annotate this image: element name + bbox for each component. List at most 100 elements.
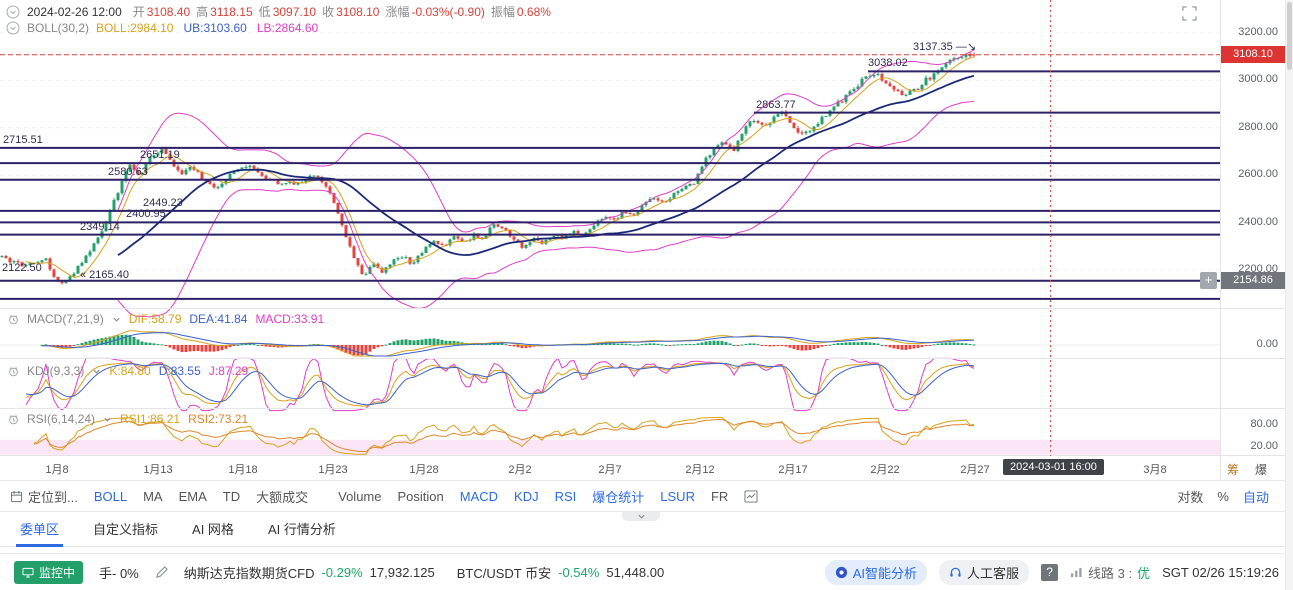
toolbar-item-volume[interactable]: Volume: [338, 489, 381, 504]
macd-params: MACD(7,21,9): [27, 312, 104, 326]
alert-icon: [8, 414, 19, 425]
toolbar-item-boll[interactable]: BOLL: [94, 489, 127, 504]
x-axis-label: 2月17: [778, 464, 808, 476]
ohlc-field-value: 0.68%: [516, 4, 551, 19]
kdj-value: K:84.80: [109, 364, 151, 378]
toolbar-right-%[interactable]: %: [1217, 488, 1229, 504]
toolbar-item-lsur[interactable]: LSUR: [660, 489, 695, 504]
price-axis-label: 2800.00: [1238, 120, 1278, 133]
x-axis-label: 1月8: [45, 464, 69, 476]
toolbar-item-ma[interactable]: MA: [143, 489, 163, 504]
tab-委单区[interactable]: 委单区: [16, 513, 64, 547]
toolbar-item-fr[interactable]: FR: [711, 489, 728, 504]
chart-canvas[interactable]: [0, 0, 1293, 480]
toolbar-item-rsi[interactable]: RSI: [555, 489, 577, 504]
boll-header[interactable]: BOLL(30,2) BOLL:2984.10 UB:3103.60 LB:2864…: [6, 21, 318, 35]
active-tab-underline: [16, 543, 64, 547]
macd-header[interactable]: MACD(7,21,9) DIF:58.79 DEA:41.84 MACD:33.91: [8, 312, 324, 326]
main-chart-area[interactable]: MACD(7,21,9) DIF:58.79 DEA:41.84 MACD:33.91…: [0, 0, 1293, 480]
price-axis-label: 2200.00: [1238, 263, 1278, 275]
toolbar-item-label: MA: [143, 488, 163, 504]
alert-icon: [8, 366, 19, 377]
status-bar: 监控中 手- 0% 纳斯达克指数期货CFD -0.29% 17,932.125 BTC…: [0, 553, 1293, 590]
axis-side-button[interactable]: 爆: [1255, 463, 1268, 477]
quote-change: -0.29%: [321, 564, 363, 580]
kdj-value: J:87.29: [208, 364, 249, 378]
level-price-label: 2449.23: [143, 196, 183, 209]
lot-percent: 手- 0%: [99, 565, 139, 581]
tab-label: 委单区: [20, 521, 60, 537]
toolbar-item-label: EMA: [178, 488, 207, 504]
toolbar-item-position[interactable]: Position: [398, 489, 444, 504]
fullscreen-icon[interactable]: [1182, 6, 1197, 21]
scrollbar-thumb[interactable]: [1287, 2, 1292, 70]
edit-icon[interactable]: [155, 565, 168, 579]
level-price-label: 2651.19: [140, 149, 180, 162]
monitoring-badge[interactable]: 监控中: [14, 560, 84, 584]
line-label: 线路 3 :: [1088, 565, 1133, 581]
toolbar-item-kdj[interactable]: KDJ: [514, 489, 539, 504]
toolbar-item-label: 定位到...: [28, 489, 78, 505]
quote-name[interactable]: 纳斯达克指数期货CFD: [183, 565, 315, 581]
candle-datetime: 2024-02-26 12:00: [27, 4, 122, 19]
ohlc-field-label: 高: [196, 5, 209, 19]
toolbar-item-ema[interactable]: EMA: [179, 489, 207, 504]
x-axis-label: 2月12: [685, 464, 715, 476]
alert-icon: [8, 314, 19, 325]
ohlc-field-value: 3108.10: [336, 4, 380, 19]
toolbar-item-label: 大额成交: [256, 489, 309, 505]
ai-analysis-button[interactable]: AI智能分析: [824, 559, 928, 585]
boll-collapse-icon[interactable]: [6, 21, 20, 35]
ohlc-collapse-icon[interactable]: [6, 5, 20, 19]
x-axis-label: 1月18: [228, 464, 258, 476]
toolbar-item-爆仓统计[interactable]: 爆仓统计: [592, 487, 644, 506]
price-annotation: « 2165.40: [80, 269, 129, 281]
toolbar-item-macd[interactable]: MACD: [460, 489, 498, 504]
toolbar-item-label: Position: [397, 488, 444, 504]
toolbar-item-label: 爆仓统计: [592, 489, 645, 505]
toolbar-item-label: LSUR: [660, 488, 695, 504]
tab-AI-网格[interactable]: AI 网格: [192, 513, 234, 547]
toolbar-item-label: FR: [710, 488, 729, 504]
kdj-header[interactable]: KDJ(9,3,3) K:84.80 D:83.55 J:87.29: [8, 364, 248, 378]
toolbar-item-td[interactable]: TD: [223, 489, 240, 504]
chevron-down-icon: [637, 512, 646, 521]
kdj-value: D:83.55: [158, 364, 201, 378]
rsi-params: RSI(6,14,24): [27, 412, 96, 426]
crosshair-tooltip: 2024-03-01 16:00: [1003, 459, 1104, 475]
tab-自定义指标[interactable]: 自定义指标: [93, 513, 158, 547]
add-alert-button[interactable]: +: [1200, 272, 1217, 290]
alert-price-badge: 2154.86: [1221, 272, 1285, 290]
tab-AI-行情分析[interactable]: AI 行情分析: [268, 513, 336, 547]
panel-collapse-handle[interactable]: [622, 512, 660, 521]
toolbar-right-自动[interactable]: 自动: [1242, 489, 1269, 505]
level-price-label: 2400.95: [126, 208, 166, 221]
line-status: 优: [1137, 565, 1151, 581]
boll-value: BOLL:2984.10: [96, 21, 174, 35]
price-annotation: 2122.50: [2, 262, 42, 274]
rsi-header[interactable]: RSI(6,14,24) RSI1:86.21 RSI2:73.21: [8, 412, 248, 426]
chevron-down-icon: [112, 315, 121, 324]
level-price-label: 2580.63: [108, 165, 148, 178]
quote-price: 51,448.00: [606, 564, 665, 580]
toolbar-item-大额成交[interactable]: 大额成交: [256, 487, 308, 506]
ohlc-field-label: 收: [322, 5, 335, 19]
scrollbar[interactable]: [1285, 0, 1293, 590]
boll-value: LB:2864.60: [256, 21, 319, 35]
ai-icon: [835, 566, 848, 579]
minichart-icon: [744, 489, 758, 503]
toolbar-right-对数[interactable]: 对数: [1177, 489, 1204, 505]
toolbar-item-定位到-[interactable]: 定位到...: [10, 487, 78, 506]
customer-service-button[interactable]: 人工客服: [939, 559, 1030, 585]
axis-side-button[interactable]: 筹: [1227, 463, 1240, 477]
network-line-status[interactable]: 线路 3 :优: [1070, 563, 1150, 582]
toolbar-item-label: TD: [222, 488, 241, 504]
help-button[interactable]: ?: [1041, 563, 1059, 581]
boll-params: BOLL(30,2): [27, 21, 90, 35]
ai-analysis-button-label: AI智能分析: [852, 565, 918, 581]
toolbar-chart-icon[interactable]: [744, 489, 758, 503]
signal-icon: [1070, 567, 1083, 578]
quote-name[interactable]: BTC/USDT 币安: [456, 565, 552, 581]
monitor-icon: [22, 567, 34, 578]
